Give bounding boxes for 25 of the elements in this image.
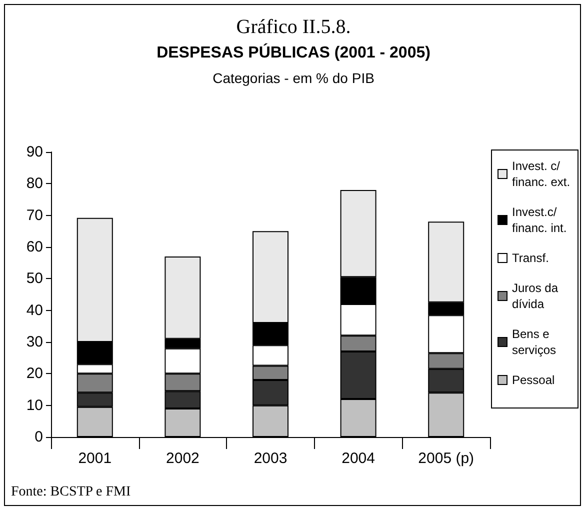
x-tick-label: 2003	[254, 450, 288, 467]
y-axis-title: Categorias - em % do PIB	[212, 70, 374, 86]
legend-label: Juros da dívida	[512, 281, 562, 311]
source-note: Fonte: BCSTP e FMI	[11, 484, 132, 500]
x-tick-label: 2002	[166, 450, 200, 467]
y-tick-label: 80	[26, 175, 43, 192]
y-tick-label: 70	[26, 206, 43, 224]
y-tick-label: 50	[26, 270, 43, 288]
y-tick-label: 40	[26, 302, 43, 319]
x-tick-label: 2001	[78, 450, 112, 467]
y-tick-label: 0	[34, 428, 43, 446]
x-tick-label: 2005 (p)	[418, 450, 474, 467]
legend-label: Bens e serviços	[512, 327, 556, 357]
y-tick-label: 10	[26, 396, 43, 414]
legend-label: Pessoal	[512, 373, 555, 387]
y-tick-label: 90	[26, 144, 43, 160]
x-tick-label: 2004	[342, 450, 375, 467]
legend-label: Invest.c/ financ. int.	[512, 205, 567, 235]
legend-label: Transf.	[512, 251, 549, 265]
y-tick-label: 60	[26, 238, 43, 256]
chart-title: Gráfico II.5.8.	[236, 16, 351, 38]
y-tick-label: 30	[26, 334, 43, 350]
y-tick-label: 20	[26, 365, 43, 382]
chart-subtitle: DESPESAS PÚBLICAS (2001 - 2005)	[156, 42, 430, 62]
legend-label: Invest. c/ financ. ext.	[512, 159, 570, 189]
